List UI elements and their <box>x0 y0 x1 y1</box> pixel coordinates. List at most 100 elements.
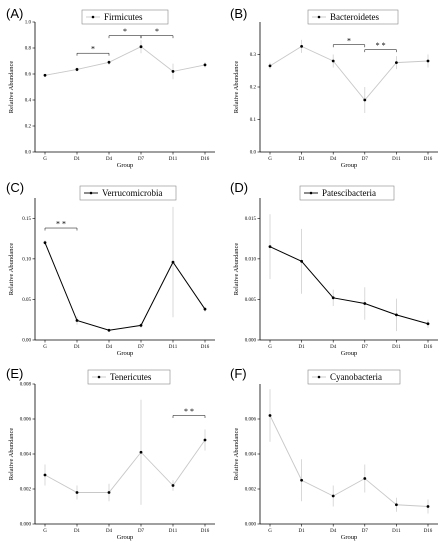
y-axis-label: Relative Abundance <box>233 61 240 114</box>
panel-5: (F) 0.000 0.002 0.004 0.006 G D1 D4 D7 D11 D16 Grou… <box>230 366 438 541</box>
y-tick-label: 0.000 <box>245 339 257 344</box>
y-axis-label: Relative Abundance <box>8 428 15 481</box>
y-tick-label: 0.00 <box>22 339 31 344</box>
data-point <box>300 478 303 482</box>
data-point <box>107 491 111 494</box>
x-tick-label: D11 <box>169 345 178 350</box>
significance-label: * * <box>56 220 66 229</box>
y-tick-label: 0.000 <box>20 523 32 528</box>
x-tick-label: G <box>268 157 272 162</box>
y-tick-label: 1.0 <box>25 21 32 26</box>
significance-bracket <box>172 415 206 418</box>
data-point <box>139 323 143 327</box>
y-tick-label: 0.008 <box>20 383 32 388</box>
series-line <box>269 246 429 325</box>
data-point <box>395 61 398 65</box>
x-tick-label: D11 <box>169 157 178 162</box>
y-axis-label: Relative Abundance <box>233 428 240 481</box>
y-axis-label: Relative Abundance <box>8 61 15 114</box>
x-tick-label: D7 <box>138 345 145 350</box>
data-point <box>139 45 143 49</box>
series-line <box>44 46 206 76</box>
y-tick-label: 0.0 <box>25 151 32 156</box>
x-axis-label: Group <box>117 350 134 357</box>
y-tick-label: 0.006 <box>245 418 257 423</box>
x-tick-label: D16 <box>201 157 210 162</box>
x-tick-label: D1 <box>74 529 81 534</box>
data-point <box>268 414 272 417</box>
legend-label: Patescibacteria <box>322 188 376 198</box>
panel-letter: (E) <box>6 366 23 381</box>
legend-label: Firmicutes <box>104 12 143 22</box>
y-tick-label: 0.1 <box>250 118 257 123</box>
data-point <box>43 241 47 245</box>
x-tick-label: D7 <box>362 529 369 534</box>
x-tick-label: D1 <box>299 529 306 534</box>
data-point <box>75 491 79 494</box>
legend-box <box>87 369 171 385</box>
significance-bracket <box>332 44 366 48</box>
data-point <box>203 438 207 442</box>
legend-marker <box>317 375 321 379</box>
legend-label: Bacteroidetes <box>330 12 379 22</box>
data-point <box>107 60 111 64</box>
significance-bracket <box>140 35 174 39</box>
legend-label: Tenericutes <box>110 372 152 382</box>
y-tick-label: 0.004 <box>245 453 257 458</box>
data-point <box>363 477 367 480</box>
significance-label: * <box>347 36 351 45</box>
y-tick-label: 0.002 <box>20 488 32 493</box>
x-tick-label: G <box>43 529 47 534</box>
panel-letter: (B) <box>230 6 247 21</box>
y-tick-label: 0.010 <box>245 258 257 263</box>
significance-label: * * <box>184 407 194 416</box>
y-tick-label: 0.4 <box>25 99 32 104</box>
data-point <box>300 259 303 263</box>
y-axis-label: Relative Abundance <box>233 243 240 296</box>
legend-marker <box>317 15 321 19</box>
legend-label: Cyanobacteria <box>330 372 382 382</box>
data-point <box>331 296 335 300</box>
x-axis-label: Group <box>117 534 134 541</box>
y-tick-label: 0.15 <box>22 217 31 222</box>
x-tick-label: D16 <box>201 529 210 534</box>
y-tick-label: 0.8 <box>25 47 32 52</box>
legend-marker <box>91 15 95 19</box>
legend-box <box>299 185 395 201</box>
legend-marker <box>309 191 313 195</box>
panel-2: (C) 0.00 0.05 0.10 0.15 G D1 D4 D7 D11 D16 Group Rel… <box>6 180 215 357</box>
data-point <box>139 450 143 454</box>
y-tick-label: 0.10 <box>22 258 31 263</box>
panel-letter: (D) <box>230 180 248 195</box>
data-point <box>203 307 207 311</box>
legend-marker <box>97 375 101 379</box>
data-point <box>395 503 398 507</box>
y-tick-label: 0.000 <box>245 523 257 528</box>
x-tick-label: G <box>43 345 47 350</box>
x-axis-label: Group <box>341 350 358 357</box>
x-tick-label: D16 <box>424 157 433 162</box>
data-point <box>426 59 430 63</box>
x-tick-label: D11 <box>392 529 401 534</box>
x-tick-label: D4 <box>330 345 337 350</box>
data-point <box>43 73 47 77</box>
x-tick-label: D1 <box>299 345 306 350</box>
significance-bracket <box>44 227 78 231</box>
x-axis-label: Group <box>341 534 358 541</box>
data-point <box>43 473 47 477</box>
significance-label: * <box>155 27 159 36</box>
panel-0: (A) 0.0 0.2 0.4 0.6 0.8 1.0 G D1 D4 D7 D11 D16 Group R… <box>6 6 215 169</box>
x-tick-label: D4 <box>330 529 337 534</box>
legend-box <box>307 9 399 25</box>
x-tick-label: D11 <box>169 529 178 534</box>
x-tick-label: D16 <box>424 529 433 534</box>
y-tick-label: 0.2 <box>250 86 257 91</box>
x-tick-label: D4 <box>106 157 113 162</box>
data-point <box>171 260 175 264</box>
data-point <box>300 44 303 48</box>
y-tick-label: 0.0 <box>250 151 257 156</box>
x-tick-label: D1 <box>74 157 81 162</box>
x-tick-label: D1 <box>74 345 81 350</box>
x-axis-label: Group <box>341 162 358 169</box>
